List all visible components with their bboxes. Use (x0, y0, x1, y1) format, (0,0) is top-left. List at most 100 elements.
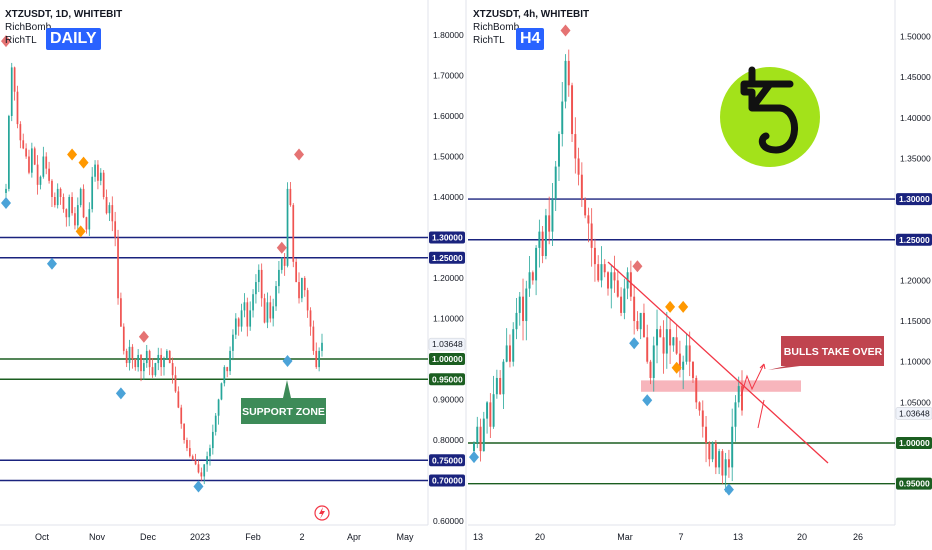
candle-body (721, 451, 724, 476)
candle-body (623, 288, 626, 313)
candle-body (731, 426, 734, 468)
candle-body (143, 363, 145, 372)
candle-body (639, 312, 642, 330)
daily-symbol-label: XTZUSDT, 1D, WHITEBIT (5, 9, 123, 20)
candle-body (642, 312, 645, 338)
candle-body (688, 345, 691, 362)
blue-diamond-marker (282, 354, 293, 367)
h4-timeframe-badge: H4 (516, 28, 545, 50)
level-tag-bg (429, 474, 465, 487)
level-tag-text: 1.25000 (899, 235, 930, 245)
candle-body (200, 472, 203, 477)
candle-body (99, 172, 102, 181)
candle-body (148, 350, 151, 368)
candle-body (68, 197, 71, 218)
candle-body (508, 345, 511, 362)
y-tick-label: 1.50000 (900, 32, 931, 42)
y-tick-label: 1.10000 (433, 314, 464, 324)
x-tick-label: Apr (347, 532, 361, 542)
candle-body (603, 264, 606, 273)
candle-body (105, 197, 108, 214)
orange-diamond-marker (75, 225, 86, 238)
red-diamond-marker (294, 148, 305, 161)
candle-body (160, 354, 162, 368)
candle-body (19, 124, 22, 141)
candle-body (237, 318, 240, 327)
candle-body (610, 272, 613, 289)
candle-body (97, 164, 99, 181)
candle-body (42, 156, 45, 177)
candle-body (211, 431, 214, 449)
orange-diamond-marker (678, 300, 689, 313)
x-tick-label: 26 (853, 532, 863, 542)
orange-diamond-marker (78, 156, 89, 169)
candle-body (157, 354, 160, 364)
x-tick-label: 13 (733, 532, 743, 542)
level-price-tag: 1.25000 (896, 233, 932, 246)
x-tick-label: Dec (140, 532, 157, 542)
level-tag-bg (896, 477, 932, 490)
candle-body (557, 134, 560, 167)
candle-body (714, 443, 717, 468)
candle-body (272, 306, 275, 319)
x-tick-label: Feb (245, 532, 261, 542)
candle-body (13, 67, 16, 92)
blue-diamond-marker (469, 451, 479, 464)
candle-body (209, 448, 211, 457)
y-tick-label: 1.20000 (900, 275, 931, 285)
level-price-tag: 0.75000 (429, 454, 465, 467)
candle-body (665, 329, 668, 354)
last-price-bg (895, 407, 932, 420)
level-tag-text: 0.95000 (432, 374, 463, 384)
candle-body (232, 334, 234, 351)
candle-body (226, 367, 229, 372)
descending-trend-line (607, 261, 829, 464)
candle-body (306, 290, 309, 311)
candle-body (580, 174, 583, 200)
candle-body (590, 223, 593, 248)
candle-body (188, 448, 191, 457)
y-tick-label: 1.45000 (900, 72, 931, 82)
candle-body (724, 459, 727, 476)
candle-body (705, 426, 708, 443)
candle-body (286, 188, 289, 266)
daily-chart: 1.80000 1.70000 1.60000 1.50000 1.40000 1.300… (0, 30, 466, 542)
blue-diamond-marker (46, 257, 57, 270)
candle-body (616, 280, 619, 297)
support-zone-callout: SUPPORT ZONE (241, 380, 326, 424)
level-tag-text: 1.25000 (432, 253, 463, 263)
candle-body (177, 391, 180, 408)
candle-body (734, 402, 737, 427)
level-price-tag: 1.30000 (429, 231, 465, 244)
level-tag-bg (429, 251, 465, 264)
blue-diamond-marker (723, 483, 734, 496)
x-tick-label: 20 (797, 532, 807, 542)
y-tick-label: 1.35000 (900, 153, 931, 163)
lightning-icon (314, 505, 330, 521)
blue-diamond-marker (642, 394, 653, 407)
y-tick-label: 1.40000 (900, 113, 931, 123)
candle-body (544, 215, 547, 257)
candle-body (269, 302, 272, 319)
daily-chart-header: XTZUSDT, 1D, WHITEBIT RichBomb RichTL (5, 8, 122, 47)
candle-body (168, 350, 171, 364)
candle-body (131, 346, 134, 359)
candle-body (111, 205, 114, 222)
candle-body (727, 459, 730, 468)
y-tick-label: 1.05000 (900, 397, 931, 407)
x-tick-label: Mar (617, 532, 633, 542)
candle-body (8, 116, 10, 189)
red-diamond-marker (1, 35, 11, 48)
candle-body (528, 272, 531, 289)
orange-diamond-marker (665, 300, 676, 313)
candle-body (10, 67, 13, 116)
candle-body (652, 345, 655, 378)
level-tag-text: 1.30000 (432, 233, 463, 243)
candle-body (535, 247, 538, 281)
level-tag-bg (896, 233, 932, 246)
candle-body (315, 350, 318, 368)
support-zone-label: SUPPORT ZONE (242, 406, 325, 418)
candle-body (292, 205, 295, 262)
level-tag-bg (429, 353, 465, 365)
orange-diamond-marker (671, 361, 682, 374)
